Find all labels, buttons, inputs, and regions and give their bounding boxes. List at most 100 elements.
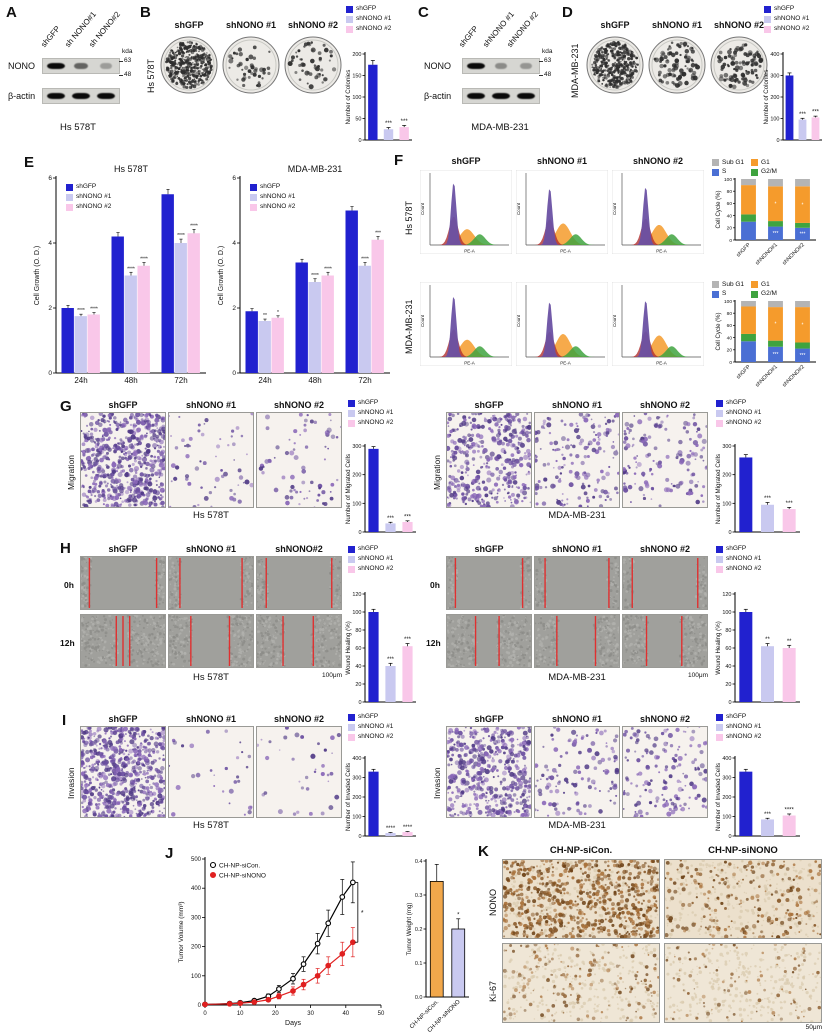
legend-item: shGFP [716,398,761,408]
legend-item: G1 [751,280,777,289]
svg-text:***: *** [764,496,772,502]
protein-label-actin: β-actin [424,91,452,101]
legend-swatch [348,565,355,573]
kda-label: kda [542,48,553,55]
legend-label: G1 [761,281,770,288]
cell-line-side-label: MDA-MB-231 [570,43,580,99]
legend-swatch [716,409,723,417]
svg-text:shGFP: shGFP [736,242,753,259]
cell-line-side-label: Hs 578T [404,201,414,236]
svg-text:****: **** [311,273,319,279]
panel-i-letter: I [62,712,67,729]
cell-line-label: Hs 578T [193,820,229,831]
svg-text:40: 40 [355,664,361,670]
wound-chart-hs578t-svg: 0 20 40 60 80 100 120 Wound Healing (%) *** *** [345,592,416,706]
svg-text:***: *** [404,637,412,643]
migration-image [168,412,254,508]
legend-label: shNONO #1 [726,723,762,731]
svg-text:48h: 48h [124,376,137,385]
legend-item: shGFP [764,4,809,14]
invasion-image [168,726,254,818]
migration-image-svg [81,413,165,507]
legend-label: shNONO #1 [726,555,762,563]
wound-image-svg [535,615,619,667]
legend-label: shGFP [76,183,97,190]
legend-item: shNONO #1 [716,554,761,564]
cell-line-label: MDA-MB-231 [548,510,606,521]
legend-label: shNONO #2 [358,733,394,741]
tumor-weight-chart: 0.0 0.1 0.2 0.3 0.4 Tumor Weight (mg) CH-NP-si… [405,851,471,1033]
legend-swatch [348,723,355,731]
tumor-volume-chart: 0 100 200 300 400 500 0 10 20 30 40 50 Tumor Volume … [175,851,397,1027]
timepoint-label: 0h [430,580,440,590]
svg-text:MDA-MB-231: MDA-MB-231 [288,164,343,174]
invasion-legend: shGFP shNONO #1 shNONO #2 [348,712,393,742]
colony-legend: shGFP shNONO #1 shNONO #2 [346,4,391,34]
svg-text:20: 20 [727,226,733,232]
condition-label: shNONO #1 [551,714,602,724]
svg-text:2: 2 [48,305,52,312]
wound-image [446,614,532,668]
stain-row-label: Ki-67 [488,980,498,1002]
svg-text:****: **** [177,233,185,239]
svg-text:Cell Growth (O. D.): Cell Growth (O. D.) [34,246,41,306]
invasion-image [80,726,166,818]
svg-text:0: 0 [728,530,731,536]
blot-band [100,62,113,69]
blot-band [517,92,536,99]
cell-line-label: Hs 578T [60,122,96,133]
migration-image-svg [623,413,707,507]
cell-line-side-label: MDA-MB-231 [404,299,414,355]
condition-label: shNONO #2 [639,714,690,724]
legend-swatch [764,15,771,23]
panel-c-western-mda: C shGFP shNONO #1 shNONO #2 NONO β-actin… [418,4,558,146]
legend-label: shNONO #1 [726,409,762,417]
legend-swatch [250,183,257,191]
legend-swatch [751,281,759,289]
colony-count-chart-hs578t-svg: 0 50 100 150 200 Number of Colonies *** *** [345,52,412,144]
svg-text:4: 4 [48,240,52,247]
wound-image-svg [535,557,619,609]
wound-image [622,556,708,610]
legend-label: shGFP [726,713,747,720]
panel-j-letter: J [165,845,174,862]
treatment-label: CH-NP-siCon. [549,845,613,856]
svg-text:Count: Count [516,202,521,215]
legend-label: shGFP [726,399,747,406]
legend-item: shGFP [348,544,393,554]
migration-image-svg [447,413,531,507]
svg-text:6: 6 [232,175,236,182]
colony-dish-image-svg [284,36,342,94]
cycle-legend: Sub G1 G1 S G2/M [712,280,777,299]
svg-text:2: 2 [232,305,236,312]
legend-label: shGFP [726,545,747,552]
legend-swatch [751,290,759,298]
panel-e-growth: E Hs 578T 0 2 4 6 Cell Growth (O. D.) **** ****… [24,154,394,392]
svg-text:*: * [775,202,777,208]
mw-tick [119,61,123,62]
legend-swatch [764,25,771,33]
legend-swatch [764,5,771,13]
svg-text:150: 150 [352,74,361,80]
legend-swatch [716,399,723,407]
condition-label: shNONO #2 [273,400,324,410]
svg-text:Wound Healing (%): Wound Healing (%) [345,621,352,675]
condition-label: shNONO #2 [713,20,764,30]
legend-item: shGFP [348,712,393,722]
legend-swatch [751,159,759,167]
svg-text:100: 100 [724,177,732,183]
timepoint-label: 12h [60,638,75,648]
ihc-image-ki67-sicon-svg [503,944,659,1022]
wound-image [80,556,166,610]
svg-text:***: *** [812,110,820,116]
svg-text:0: 0 [729,360,732,366]
invasion-chart-mda: 0 100 200 300 400 Number of Invaded Cells *** *… [714,748,802,840]
condition-label: shNONO #1 [185,544,236,554]
growth-chart-hs578t-svg: Hs 578T 0 2 4 6 Cell Growth (O. D.) **** **** **… [34,164,206,385]
legend-swatch [250,193,257,201]
svg-text:*: * [775,322,777,328]
legend-label: Sub G1 [722,281,745,288]
legend-swatch [712,290,719,298]
mw-48: 48 [124,71,132,78]
